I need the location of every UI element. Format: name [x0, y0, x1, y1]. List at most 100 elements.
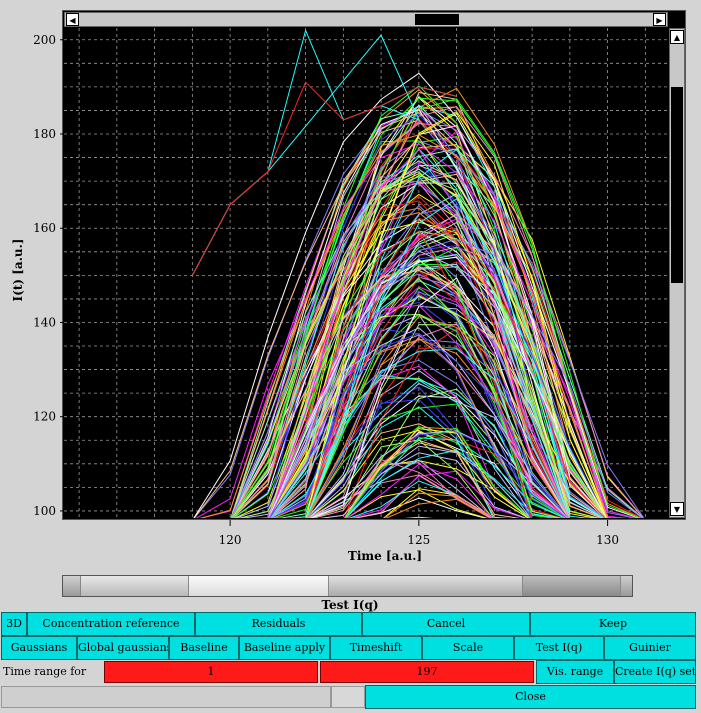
y-axis-label: I(t) [a.u.]: [11, 239, 25, 302]
series-line: [310, 277, 570, 518]
x-tick-label: 120: [219, 533, 242, 547]
range-end-field[interactable]: 197: [320, 661, 534, 683]
vertical-scrollbar[interactable]: ▲ ▼: [669, 28, 685, 518]
y-tick-label: 200: [33, 33, 56, 47]
close-button[interactable]: Close: [365, 685, 696, 709]
series-line: [346, 463, 493, 518]
scroll-right-icon[interactable]: ▶: [653, 13, 666, 26]
series-line: [268, 231, 556, 518]
series-line: [308, 323, 568, 518]
scroll-up-icon[interactable]: ▲: [670, 30, 684, 44]
series-line: [268, 144, 644, 518]
slider-right-end[interactable]: [621, 576, 632, 596]
series-line: [309, 459, 493, 518]
series-line: [231, 212, 603, 518]
series-line: [271, 314, 532, 518]
series-line: [311, 439, 494, 518]
3d-button[interactable]: 3D: [1, 612, 27, 636]
series-line: [268, 170, 570, 518]
series-line: [307, 386, 530, 518]
series-line: [344, 437, 566, 518]
series-line: [286, 379, 533, 518]
slider-segment[interactable]: [329, 576, 523, 596]
chart-series-group: [191, 28, 645, 518]
series-line: [230, 112, 608, 518]
scale-button[interactable]: Scale: [422, 636, 514, 660]
vis-range-button[interactable]: Vis. range: [536, 660, 614, 684]
y-tick-label: 160: [33, 221, 56, 235]
series-line: [270, 348, 570, 518]
y-tick-label: 140: [33, 315, 56, 329]
y-tick-label: 120: [33, 410, 56, 424]
series-line: [231, 97, 641, 518]
baseline-apply-button[interactable]: Baseline apply: [239, 636, 330, 660]
series-line: [344, 431, 568, 518]
scroll-left-icon[interactable]: ◀: [66, 13, 79, 26]
slider-segment[interactable]: [523, 576, 621, 596]
series-line: [268, 148, 644, 518]
series-line: [307, 406, 494, 518]
series-line: [343, 327, 568, 518]
concentration-reference-button[interactable]: Concentration reference: [27, 612, 195, 636]
series-line: [268, 304, 568, 518]
status-area: [1, 686, 331, 708]
series-line: [350, 470, 527, 518]
x-tick-label: 125: [407, 533, 430, 547]
slider-segment[interactable]: [189, 576, 329, 596]
series-line: [268, 218, 638, 518]
baseline-button[interactable]: Baseline: [169, 636, 239, 660]
slider-left-end[interactable]: [63, 576, 81, 596]
series-line: [231, 182, 570, 518]
series-line: [307, 423, 530, 518]
series-line: [309, 369, 531, 518]
create-iq-set-button[interactable]: Create I(q) set: [614, 660, 696, 684]
y-tick-label: 100: [33, 504, 56, 518]
series-line: [307, 429, 530, 518]
test-iq-button[interactable]: Test I(q): [514, 636, 604, 660]
x-axis-label: Time [a.u.]: [348, 549, 422, 563]
y-tick-label: 180: [33, 127, 56, 141]
series-line: [305, 198, 605, 518]
series-line: [193, 72, 641, 518]
series-line: [344, 442, 521, 518]
scroll-down-icon[interactable]: ▼: [670, 502, 684, 516]
series-line: [230, 108, 604, 518]
series-line: [305, 230, 606, 518]
series-line: [268, 286, 570, 518]
slider-segment[interactable]: [81, 576, 189, 596]
series-line: [346, 489, 488, 518]
horizontal-scroll-thumb[interactable]: [415, 14, 459, 25]
series-line: [306, 399, 527, 518]
horizontal-scrollbar[interactable]: ◀ ▶: [64, 12, 668, 27]
series-line: [268, 256, 607, 518]
guinier-button[interactable]: Guinier: [604, 636, 696, 660]
series-line: [199, 134, 620, 518]
residuals-button[interactable]: Residuals: [195, 612, 362, 636]
keep-button[interactable]: Keep: [530, 612, 696, 636]
series-line: [230, 180, 607, 518]
series-line: [305, 277, 562, 518]
x-tick-label: 130: [596, 533, 619, 547]
series-line: [305, 110, 608, 518]
series-line: [344, 427, 531, 518]
series-line: [268, 230, 601, 518]
series-line: [231, 154, 570, 518]
global-gaussians-button[interactable]: Global gaussians: [77, 636, 169, 660]
series-line: [237, 113, 570, 518]
series-line: [306, 221, 570, 518]
series-line: [268, 238, 644, 518]
series-line: [305, 170, 605, 518]
cancel-button[interactable]: Cancel: [362, 612, 530, 636]
time-range-slider[interactable]: [62, 575, 633, 597]
series-line: [306, 315, 570, 518]
series-line: [268, 98, 608, 518]
series-line: [306, 313, 567, 518]
timeshift-button[interactable]: Timeshift: [330, 636, 422, 660]
series-line: [268, 332, 569, 518]
gaussians-button[interactable]: Gaussians: [1, 636, 77, 660]
series-line: [268, 266, 607, 518]
range-start-field[interactable]: 1: [104, 661, 318, 683]
vertical-scroll-thumb[interactable]: [671, 87, 683, 283]
x-axis-ticks: 120 125 130: [219, 520, 619, 547]
series-line: [345, 449, 560, 518]
